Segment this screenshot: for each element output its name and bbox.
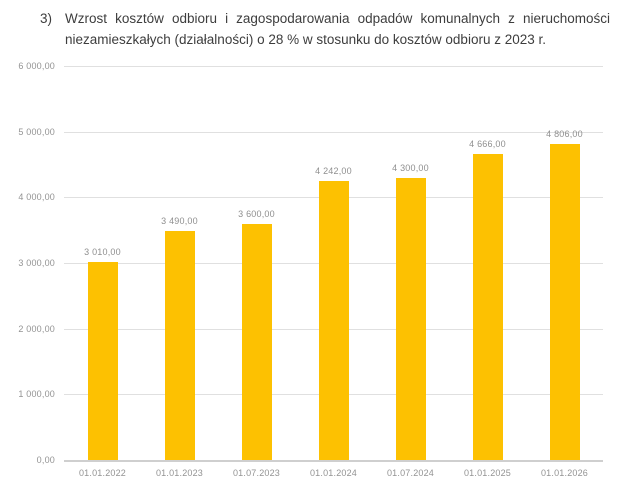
- caption-number: 3): [40, 11, 53, 26]
- x-axis-tick-label: 01.07.2023: [232, 468, 281, 478]
- bar-value-label: 3 490,00: [161, 215, 198, 226]
- bar-01.01.2022: [87, 262, 118, 460]
- caption: 3) Wzrost kosztów odbioru i zagospodarow…: [40, 8, 610, 50]
- x-axis-tick-label: 01.01.2026: [540, 468, 589, 478]
- x-axis-tick-label: 01.07.2024: [386, 468, 435, 478]
- bar-value-label: 4 806,00: [546, 129, 583, 140]
- bar-value-label: 4 300,00: [392, 162, 429, 173]
- plot-area: 3 010,00 01.01.2022 3 490,00 01.01.2023 3 60…: [64, 66, 603, 478]
- y-axis-tick-label: 0,00: [36, 455, 55, 465]
- x-axis-tick-label: 01.01.2024: [309, 468, 358, 478]
- bar-value-label: 3 010,00: [84, 247, 121, 258]
- y-axis: 0,00 1 000,00 2 000,00 3 000,00 4 000,00 5 00…: [3, 61, 55, 465]
- y-axis-tick-label: 6 000,00: [18, 61, 55, 71]
- bar-value-label: 4 242,00: [315, 166, 352, 177]
- y-axis-tick-label: 5 000,00: [18, 126, 55, 137]
- y-axis-tick-label: 3 000,00: [18, 258, 55, 268]
- bar-value-label: 3 600,00: [238, 208, 275, 219]
- bar-01.07.2023: [241, 223, 272, 460]
- caption-text: Wzrost kosztów odbioru i zagospodarowani…: [65, 11, 610, 47]
- y-axis-tick-label: 1 000,00: [18, 389, 55, 400]
- y-axis-tick-label: 2 000,00: [18, 323, 55, 334]
- bar-01.01.2023: [164, 230, 195, 460]
- x-axis-tick-label: 01.01.2025: [463, 468, 512, 478]
- gridline: [64, 66, 603, 67]
- x-axis-tick-label: 01.01.2023: [155, 468, 204, 478]
- x-axis-tick-label: 01.01.2022: [78, 468, 127, 478]
- bar-01.07.2024: [395, 177, 426, 460]
- y-axis-tick-label: 4 000,00: [18, 192, 55, 203]
- bar-01.01.2024: [318, 181, 349, 460]
- bar-01.01.2026: [549, 144, 580, 460]
- bar-01.01.2025: [472, 153, 503, 460]
- bar-value-label: 4 666,00: [469, 138, 506, 149]
- gridline: [64, 131, 603, 133]
